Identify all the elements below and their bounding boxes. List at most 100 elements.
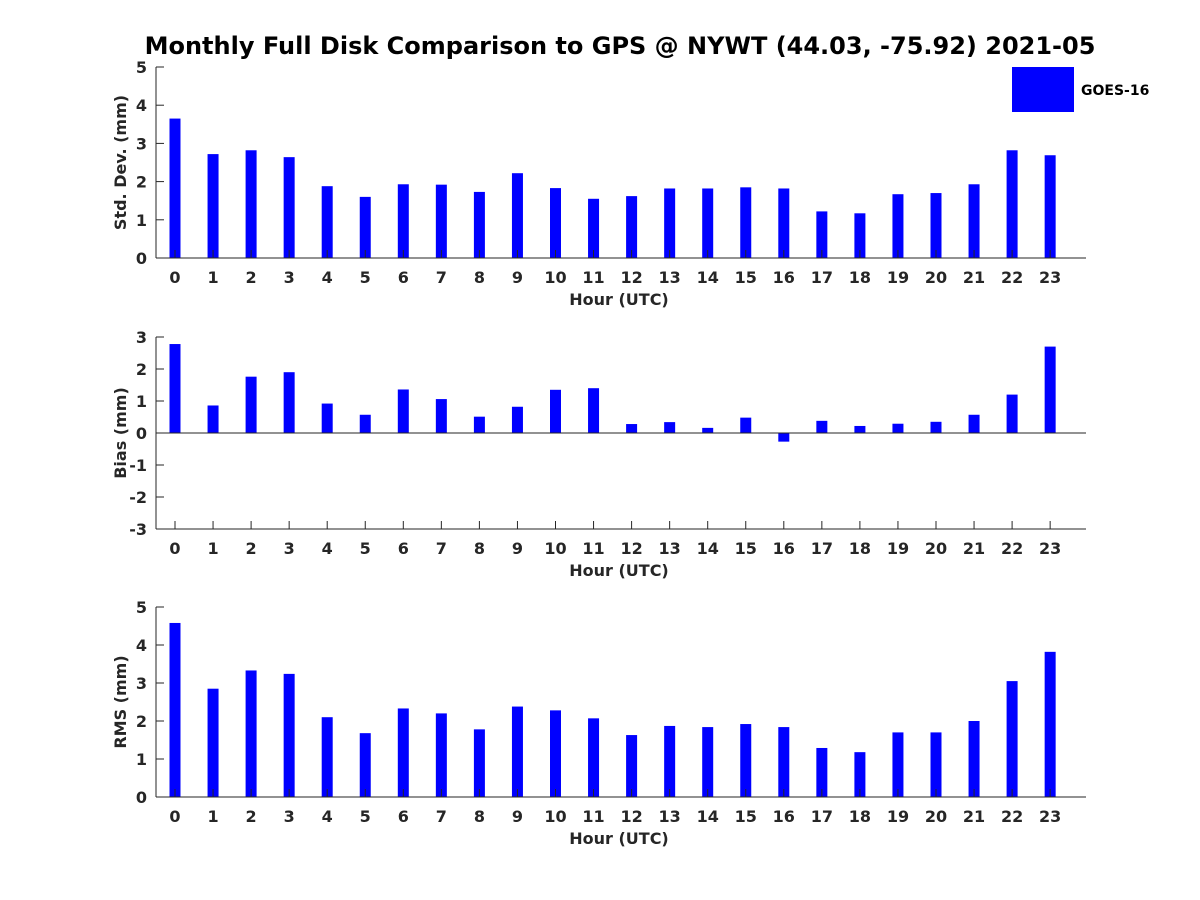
ytick-label-stddev-5: 5 (136, 58, 147, 77)
bar-rms-16 (778, 727, 790, 797)
ylabel-stddev: Std. Dev. (mm) (111, 95, 130, 230)
bar-bias-23 (1044, 346, 1056, 433)
bar-stddev-6 (397, 184, 409, 258)
xtick-label-rms-18: 18 (849, 807, 871, 826)
bar-stddev-20 (930, 193, 942, 258)
legend-label-goes16: GOES-16 (1081, 83, 1149, 99)
bar-stddev-23 (1044, 155, 1056, 258)
xtick-label-rms-13: 13 (659, 807, 681, 826)
ytick-label-bias-5: 2 (136, 360, 147, 379)
bar-bias-11 (588, 388, 600, 433)
xtick-label-rms-4: 4 (322, 807, 333, 826)
ytick-label-rms-5: 5 (136, 598, 147, 617)
xtick-label-stddev-15: 15 (735, 268, 757, 287)
xtick-label-stddev-13: 13 (659, 268, 681, 287)
ytick-label-bias-2: -1 (129, 456, 147, 475)
xlabel-bias: Hour (UTC) (569, 561, 669, 580)
bar-rms-17 (816, 747, 828, 797)
xtick-label-rms-22: 22 (1001, 807, 1023, 826)
bar-rms-1 (207, 688, 219, 797)
xtick-label-rms-16: 16 (773, 807, 795, 826)
ytick-label-stddev-1: 1 (136, 211, 147, 230)
legend-swatch-goes16 (1012, 67, 1074, 112)
bar-rms-23 (1044, 651, 1056, 797)
xtick-label-stddev-20: 20 (925, 268, 947, 287)
bar-stddev-8 (473, 191, 485, 258)
ytick-label-rms-0: 0 (136, 788, 147, 807)
bar-stddev-4 (321, 186, 333, 258)
ylabel-rms: RMS (mm) (111, 655, 130, 748)
xtick-label-bias-14: 14 (697, 539, 719, 558)
bar-bias-20 (930, 421, 942, 433)
bar-stddev-11 (588, 198, 600, 258)
xtick-label-bias-21: 21 (963, 539, 985, 558)
bar-bias-13 (664, 422, 676, 433)
bar-bias-14 (702, 427, 714, 433)
xtick-label-rms-10: 10 (544, 807, 566, 826)
bar-rms-18 (854, 752, 866, 797)
xtick-label-bias-23: 23 (1039, 539, 1061, 558)
xtick-label-bias-13: 13 (659, 539, 681, 558)
xtick-label-bias-15: 15 (735, 539, 757, 558)
ytick-label-bias-0: -3 (129, 520, 147, 539)
xtick-label-stddev-3: 3 (284, 268, 295, 287)
bar-bias-9 (511, 406, 523, 433)
bar-bias-1 (207, 405, 219, 433)
bar-bias-0 (169, 344, 181, 433)
xtick-label-stddev-4: 4 (322, 268, 333, 287)
xtick-label-rms-6: 6 (398, 807, 409, 826)
bar-bias-4 (321, 403, 333, 433)
xtick-label-stddev-12: 12 (620, 268, 642, 287)
bar-stddev-7 (435, 184, 447, 258)
xtick-label-stddev-9: 9 (512, 268, 523, 287)
xtick-label-bias-3: 3 (284, 539, 295, 558)
xlabel-rms: Hour (UTC) (569, 829, 669, 848)
xtick-label-stddev-5: 5 (360, 268, 371, 287)
bar-stddev-16 (778, 188, 790, 258)
xtick-label-stddev-17: 17 (811, 268, 833, 287)
xtick-label-bias-0: 0 (169, 539, 180, 558)
bar-stddev-13 (664, 188, 676, 258)
xtick-label-stddev-22: 22 (1001, 268, 1023, 287)
bar-stddev-22 (1006, 150, 1018, 258)
bar-rms-10 (550, 710, 561, 797)
bar-stddev-15 (740, 187, 752, 258)
bar-stddev-21 (968, 184, 980, 258)
bar-bias-6 (397, 389, 409, 433)
ylabel-bias: Bias (mm) (111, 387, 130, 479)
xtick-label-stddev-23: 23 (1039, 268, 1061, 287)
xtick-label-rms-19: 19 (887, 807, 909, 826)
xtick-label-stddev-6: 6 (398, 268, 409, 287)
bar-stddev-17 (816, 211, 828, 258)
bar-rms-11 (588, 718, 600, 797)
ytick-label-stddev-4: 4 (136, 96, 147, 115)
xtick-label-bias-9: 9 (512, 539, 523, 558)
xtick-label-rms-8: 8 (474, 807, 485, 826)
ytick-label-bias-1: -2 (129, 488, 147, 507)
xtick-label-bias-19: 19 (887, 539, 909, 558)
bar-bias-5 (359, 414, 371, 433)
bar-bias-15 (740, 417, 752, 433)
bar-rms-20 (930, 732, 942, 797)
xtick-label-stddev-21: 21 (963, 268, 985, 287)
xtick-label-bias-4: 4 (322, 539, 333, 558)
bar-bias-16 (778, 433, 790, 442)
bar-stddev-0 (169, 118, 181, 258)
ytick-label-stddev-0: 0 (136, 249, 147, 268)
bar-rms-13 (664, 725, 676, 797)
xtick-label-bias-8: 8 (474, 539, 485, 558)
bar-stddev-12 (626, 196, 638, 258)
xtick-label-stddev-18: 18 (849, 268, 871, 287)
bar-bias-17 (816, 420, 828, 433)
xtick-label-rms-17: 17 (811, 807, 833, 826)
bar-bias-7 (435, 399, 447, 433)
xtick-label-stddev-19: 19 (887, 268, 909, 287)
xtick-label-rms-12: 12 (620, 807, 642, 826)
bar-stddev-10 (550, 188, 561, 258)
bar-bias-21 (968, 414, 980, 433)
ytick-label-bias-6: 3 (136, 328, 147, 347)
